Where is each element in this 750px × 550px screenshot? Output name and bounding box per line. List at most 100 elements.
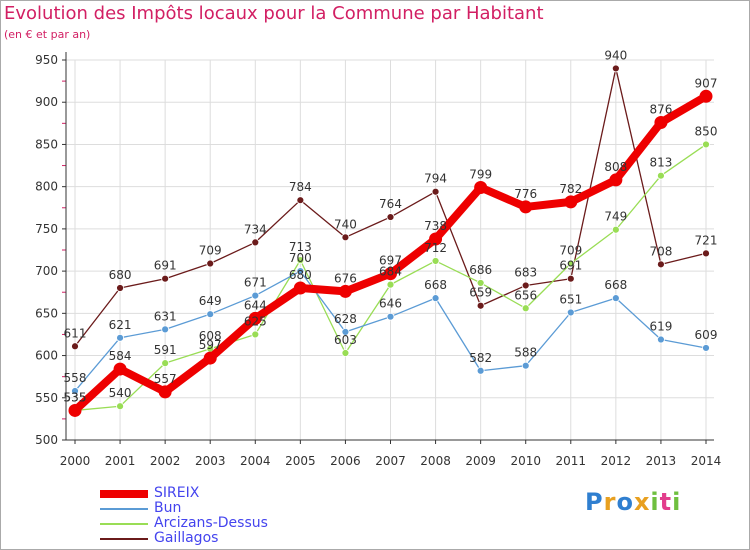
data-label-arcizans-dessus: 625 — [244, 314, 267, 328]
data-point-sireix — [699, 89, 713, 103]
data-point-gaillagos — [386, 213, 395, 221]
chart-title: Evolution des Impôts locaux pour la Comm… — [4, 3, 544, 24]
data-label-bun: 558 — [64, 371, 87, 385]
data-label-sireix: 644 — [244, 298, 267, 312]
data-point-gaillagos — [161, 274, 170, 283]
x-tick-label: 2013 — [646, 454, 677, 468]
legend-swatch-bun — [100, 508, 148, 510]
data-label-sireix: 697 — [379, 254, 402, 268]
data-label-sireix: 907 — [695, 76, 718, 90]
data-label-arcizans-dessus: 813 — [649, 156, 672, 170]
x-tick-label: 2011 — [556, 454, 587, 468]
data-point-arcizans-dessus — [386, 280, 395, 289]
data-label-bun: 700 — [289, 251, 312, 265]
data-label-bun: 631 — [154, 309, 177, 323]
y-tick-label: 550 — [35, 391, 58, 405]
data-label-arcizans-dessus: 850 — [695, 124, 718, 138]
x-tick-label: 2014 — [691, 454, 722, 468]
data-point-bun — [657, 335, 665, 344]
x-tick-label: 2008 — [420, 454, 451, 468]
data-label-bun: 619 — [649, 320, 672, 334]
data-point-arcizans-dessus — [431, 257, 440, 265]
data-point-sireix — [654, 115, 668, 129]
data-label-arcizans-dessus: 540 — [109, 386, 132, 400]
data-label-sireix: 584 — [109, 349, 132, 363]
data-label-arcizans-dessus: 686 — [469, 263, 492, 277]
data-point-arcizans-dessus — [251, 330, 260, 339]
x-tick-label: 2002 — [150, 454, 181, 468]
legend-swatch-sireix — [100, 490, 148, 498]
y-tick-label: 600 — [35, 349, 58, 363]
data-label-sireix: 676 — [334, 271, 357, 285]
x-tick-label: 2009 — [465, 454, 496, 468]
data-label-bun: 582 — [469, 351, 492, 365]
data-label-gaillagos: 683 — [514, 265, 537, 279]
data-point-sireix — [68, 403, 82, 417]
data-label-bun: 668 — [604, 278, 627, 292]
data-point-sireix — [609, 173, 623, 187]
data-point-gaillagos — [566, 274, 575, 283]
data-label-bun: 671 — [244, 276, 267, 290]
data-label-gaillagos: 794 — [424, 172, 447, 186]
data-point-bun — [566, 308, 575, 317]
legend-swatch-arcizans-dessus — [100, 523, 148, 525]
data-label-sireix: 776 — [514, 187, 537, 201]
data-point-bun — [476, 366, 485, 375]
data-point-gaillagos — [431, 187, 440, 196]
data-label-gaillagos: 691 — [559, 259, 582, 273]
data-point-sireix — [248, 311, 262, 325]
data-label-gaillagos: 659 — [469, 286, 492, 300]
x-tick-label: 2000 — [60, 454, 91, 468]
x-tick-label: 2005 — [285, 454, 316, 468]
data-label-bun: 588 — [514, 346, 537, 360]
data-label-gaillagos: 721 — [695, 233, 718, 247]
data-point-gaillagos — [702, 249, 710, 258]
data-point-arcizans-dessus — [116, 402, 124, 411]
y-tick-label: 950 — [35, 53, 58, 67]
data-point-sireix — [158, 385, 172, 399]
data-point-arcizans-dessus — [702, 140, 710, 149]
data-point-bun — [702, 344, 710, 352]
data-label-gaillagos: 611 — [64, 326, 87, 340]
x-tick-label: 2003 — [195, 454, 226, 468]
data-point-arcizans-dessus — [566, 259, 575, 268]
data-label-arcizans-dessus: 535 — [64, 390, 87, 404]
data-point-bun — [431, 294, 440, 303]
data-label-arcizans-dessus: 656 — [514, 288, 537, 302]
data-point-gaillagos — [296, 196, 305, 205]
data-point-bun — [116, 333, 124, 342]
data-point-sireix — [113, 362, 127, 376]
data-label-arcizans-dessus: 591 — [154, 343, 177, 357]
y-tick-label: 650 — [35, 306, 58, 320]
data-label-gaillagos: 740 — [334, 217, 357, 231]
data-point-bun — [521, 361, 530, 370]
data-label-gaillagos: 680 — [109, 268, 132, 282]
data-point-arcizans-dessus — [611, 225, 620, 234]
data-label-sireix: 535 — [64, 390, 87, 404]
data-label-sireix: 597 — [199, 338, 222, 352]
x-tick-label: 2001 — [105, 454, 136, 468]
data-point-sireix — [429, 232, 443, 246]
data-label-sireix: 782 — [559, 182, 582, 196]
data-point-gaillagos — [341, 233, 350, 242]
data-point-gaillagos — [521, 281, 530, 290]
data-point-bun — [161, 325, 170, 334]
data-point-gaillagos — [206, 259, 215, 268]
chart-subtitle: (en € et par an) — [4, 28, 91, 41]
data-point-bun — [251, 291, 260, 300]
data-label-arcizans-dessus: 709 — [559, 244, 582, 258]
data-label-gaillagos: 784 — [289, 180, 312, 194]
x-tick-label: 2007 — [375, 454, 406, 468]
data-label-gaillagos: 764 — [379, 197, 402, 211]
data-point-gaillagos — [611, 64, 620, 73]
data-label-arcizans-dessus: 712 — [424, 241, 447, 255]
x-tick-label: 2012 — [601, 454, 632, 468]
data-point-gaillagos — [116, 284, 124, 292]
data-label-arcizans-dessus: 684 — [379, 265, 402, 279]
data-label-gaillagos: 734 — [244, 222, 267, 236]
data-point-gaillagos — [251, 238, 260, 247]
data-point-sireix — [338, 284, 352, 298]
data-point-gaillagos — [476, 301, 485, 310]
